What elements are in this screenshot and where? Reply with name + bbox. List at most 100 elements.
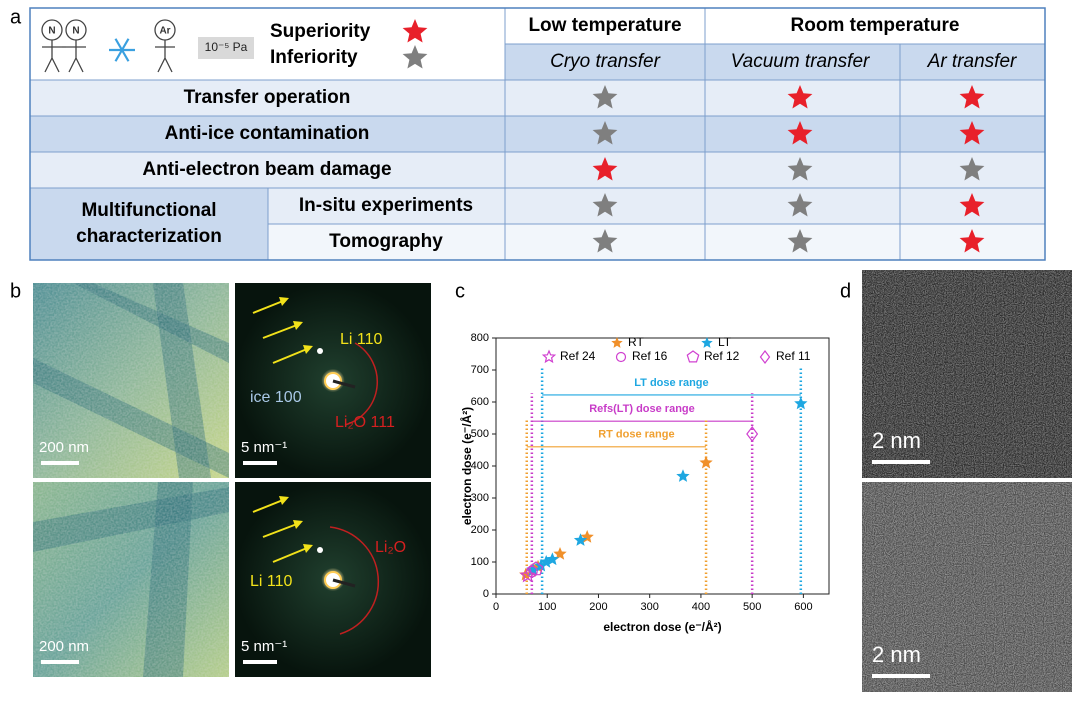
rating-star (787, 121, 813, 145)
annotation: Li 110 (250, 573, 293, 590)
data-point (746, 425, 759, 443)
x-tick-label: 600 (794, 601, 812, 613)
scale-bar (243, 461, 277, 465)
scale-bar (41, 660, 79, 664)
panel-label: d (840, 280, 851, 302)
hrtem-noise (862, 482, 1072, 692)
snowflake (109, 38, 135, 62)
rating-star (592, 229, 618, 253)
arrow (252, 499, 284, 513)
table-cell (29, 187, 269, 261)
legend-label: Superiority (270, 21, 371, 42)
scale-bar-label: 5 nm⁻¹ (241, 439, 287, 456)
rating-star (959, 193, 985, 217)
rating-star (592, 85, 618, 109)
y-tick-label: 500 (471, 428, 489, 440)
arrow-head (303, 345, 313, 354)
spot (317, 348, 323, 354)
scale-bar (41, 461, 79, 465)
icon-label: Ar (159, 26, 170, 37)
scale-bar (243, 660, 277, 664)
beam-stop (332, 379, 356, 389)
arrow (272, 547, 308, 563)
rating-star (592, 193, 618, 217)
x-tick-label: 0 (493, 601, 499, 613)
scale-bar (872, 674, 930, 678)
rating-star (959, 85, 985, 109)
y-tick-label: 600 (471, 396, 489, 408)
arrow-head (303, 544, 313, 553)
data-point (553, 547, 567, 560)
table-border (29, 7, 1046, 261)
data-point (526, 565, 538, 578)
data-point (573, 533, 588, 546)
legend-marker (686, 350, 700, 363)
data-point (519, 567, 533, 581)
range-label: LT dose range (634, 377, 708, 389)
legend-label: Ref 12 (704, 349, 740, 363)
y-tick-label: 0 (483, 588, 489, 600)
arrow-head (279, 496, 289, 505)
legend-label: Ref 11 (776, 349, 811, 363)
annotation: ice 100 (250, 389, 302, 406)
panel-c: 0 100 200 300 400 500 600 0 100 200 300 400 500 600 70… (459, 332, 830, 634)
y-tick-label: 800 (471, 332, 489, 344)
table-cell (29, 115, 506, 153)
data-point (519, 566, 536, 583)
annotation: Li 110 (340, 331, 383, 348)
rating-star (787, 85, 813, 109)
group-label: Multifunctional (81, 200, 216, 221)
legend-marker (541, 349, 557, 364)
range-label: RT dose range (598, 429, 674, 441)
arrow-head (279, 297, 289, 306)
table-cell (267, 223, 506, 261)
pressure-label: 10⁻⁵ Pa (205, 40, 248, 54)
table-cell (29, 151, 506, 189)
icon-label: N (72, 26, 79, 37)
legend-marker (701, 337, 713, 348)
arrow (252, 300, 284, 314)
legend-marker (615, 351, 627, 363)
y-tick-label: 100 (471, 556, 489, 568)
rating-star (787, 193, 813, 217)
x-axis-label: electron dose (e⁻/Å²) (603, 619, 721, 634)
person-body (66, 40, 86, 73)
snowflake-arm (114, 38, 130, 62)
group-header: Room temperature (791, 15, 960, 36)
row-label: Transfer operation (184, 87, 351, 108)
legend-star (402, 19, 428, 43)
legend-star (402, 45, 428, 69)
data-point (699, 455, 713, 469)
y-tick-label: 200 (471, 524, 489, 536)
panel-a: Low temperature Room temperature Cryo tran… (29, 7, 1046, 261)
rating-star (787, 229, 813, 253)
legend-label: Ref 16 (632, 349, 668, 363)
spot (317, 547, 323, 553)
ring-arc (329, 526, 380, 635)
icon-label: N (48, 26, 55, 37)
icons (41, 19, 176, 73)
x-tick-label: 500 (743, 601, 761, 613)
scale-bar-label: 2 nm (872, 428, 921, 453)
table-cell (504, 43, 706, 81)
legend-label: RT (628, 335, 644, 349)
person-body (42, 40, 62, 73)
scale-bar-label: 200 nm (39, 638, 89, 655)
tem-texture (33, 482, 229, 677)
legend-label: Inferiority (270, 47, 358, 68)
rating-star (592, 121, 618, 145)
panel-label: c (455, 280, 465, 302)
ring-arc (344, 342, 378, 426)
data-point (676, 469, 690, 482)
legend-marker (611, 337, 623, 348)
group-label: characterization (76, 226, 222, 247)
table-cell (29, 7, 506, 81)
rating-star (592, 157, 618, 181)
data-point (539, 555, 553, 568)
beam-stop (332, 578, 356, 588)
scale-bar-label: 5 nm⁻¹ (241, 638, 287, 655)
panel-label: b (10, 280, 21, 302)
group-header: Low temperature (528, 15, 681, 36)
rating-star (959, 157, 985, 181)
